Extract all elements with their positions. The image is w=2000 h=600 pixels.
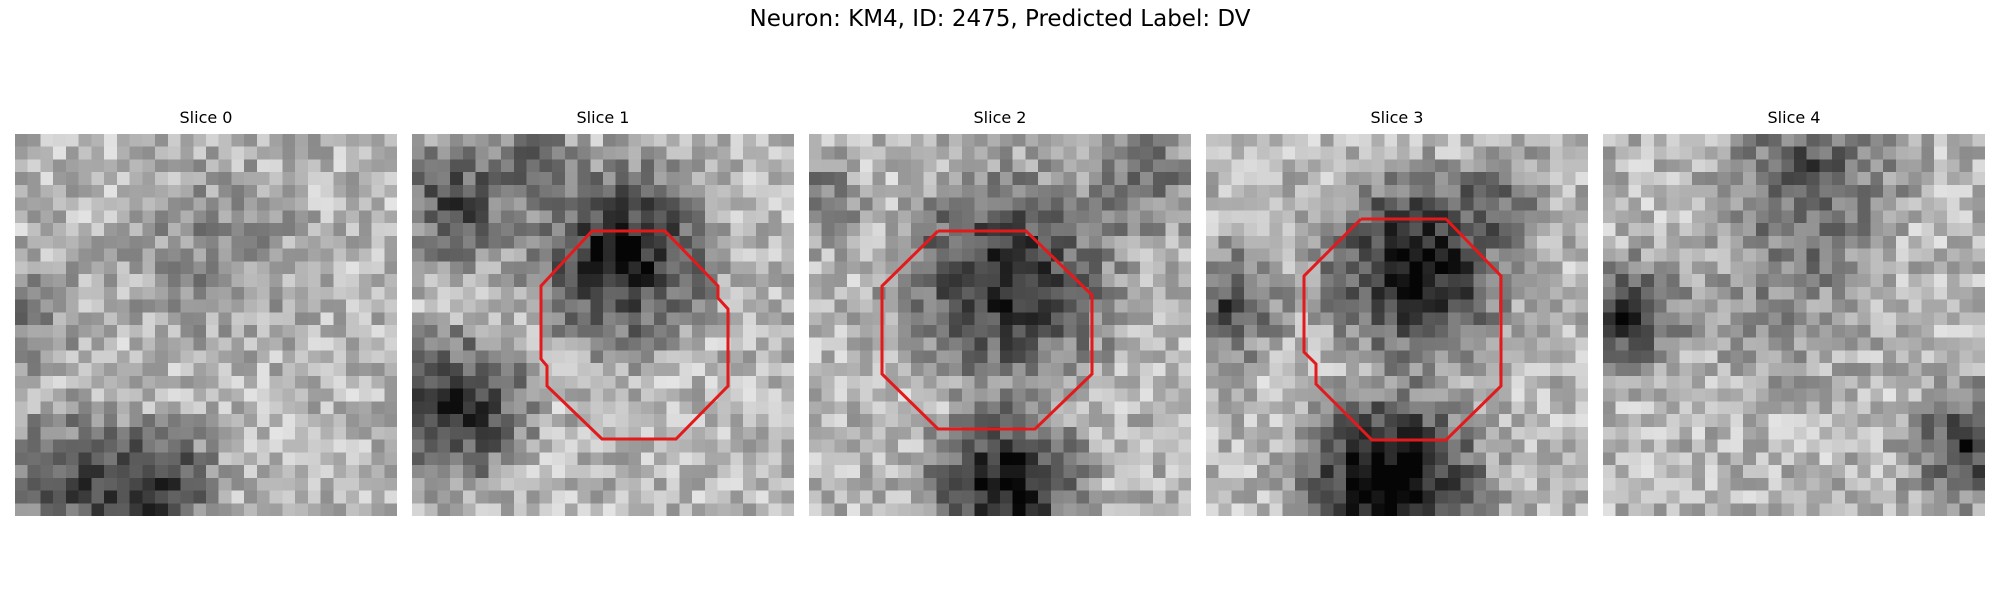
slice-panel-3: Slice 3	[1206, 108, 1588, 516]
slice-image	[15, 134, 397, 516]
slice-title: Slice 1	[576, 108, 630, 127]
slice-image	[1206, 134, 1588, 516]
slice-panel-1: Slice 1	[412, 108, 794, 516]
slice-title: Slice 3	[1370, 108, 1424, 127]
slice-image	[809, 134, 1191, 516]
slice-panel-2: Slice 2	[809, 108, 1191, 516]
slice-title: Slice 4	[1767, 108, 1821, 127]
slice-title: Slice 0	[179, 108, 233, 127]
slice-panel-4: Slice 4	[1603, 108, 1985, 516]
slice-title: Slice 2	[973, 108, 1027, 127]
figure-title: Neuron: KM4, ID: 2475, Predicted Label: …	[749, 6, 1251, 32]
slice-image	[1603, 134, 1985, 516]
slice-panel-0: Slice 0	[15, 108, 397, 516]
slice-image	[412, 134, 794, 516]
